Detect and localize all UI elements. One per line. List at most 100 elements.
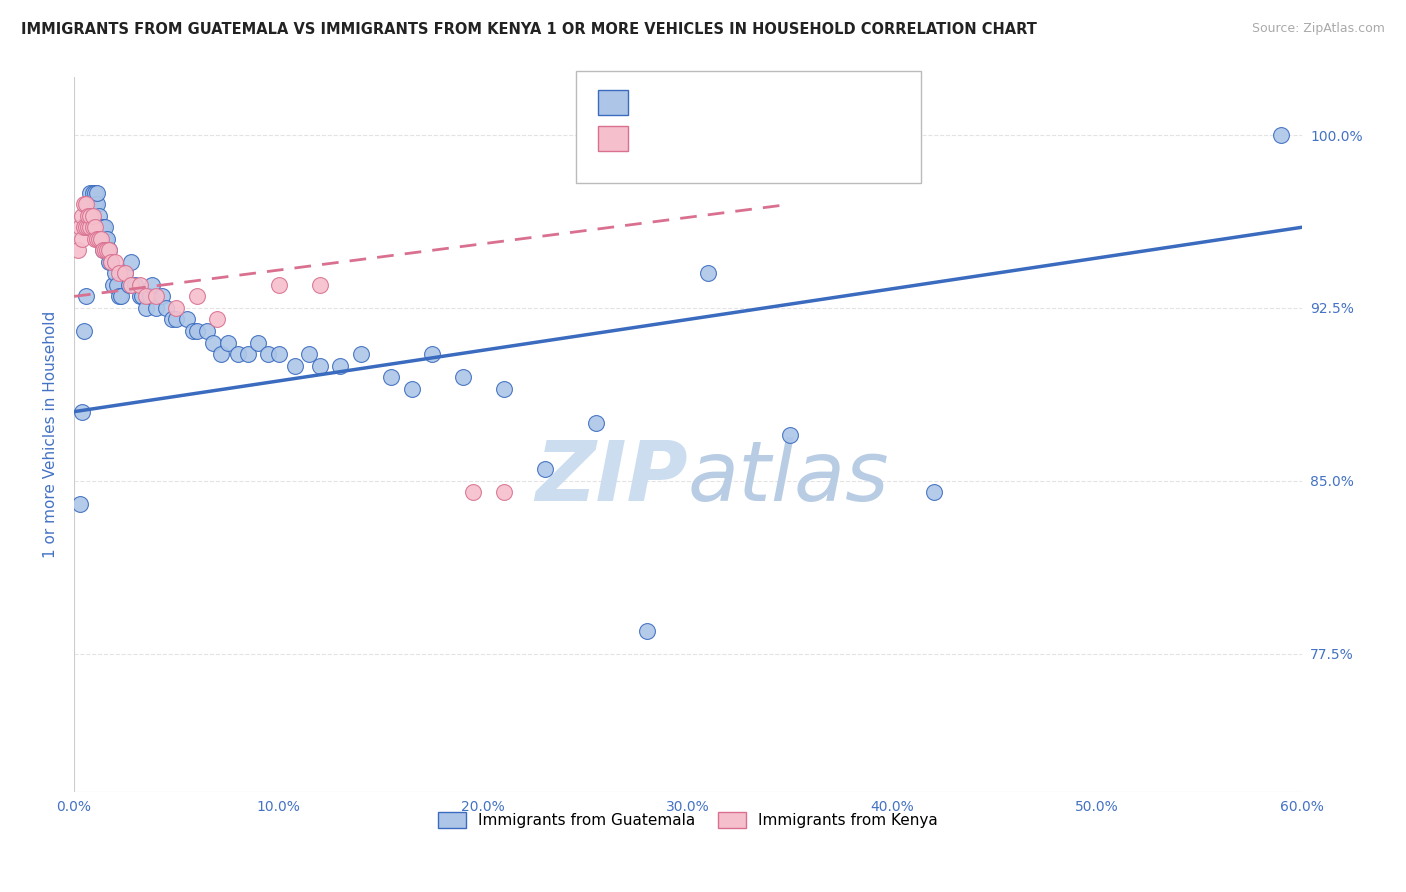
Point — [114, 266, 136, 280]
Point — [636, 624, 658, 638]
Point — [90, 220, 112, 235]
Point — [79, 220, 101, 235]
Text: 0.270: 0.270 — [675, 94, 730, 112]
Point — [697, 266, 720, 280]
Point — [120, 277, 142, 292]
Point — [110, 289, 132, 303]
Point — [420, 347, 443, 361]
Point — [217, 335, 239, 350]
Point — [91, 220, 114, 235]
Point — [139, 289, 162, 303]
Point — [96, 244, 118, 258]
Point — [79, 186, 101, 200]
Point — [77, 209, 100, 223]
Point — [186, 289, 208, 303]
Point — [257, 347, 280, 361]
Point — [267, 277, 290, 292]
Point — [135, 289, 157, 303]
Point — [131, 289, 153, 303]
Point — [104, 266, 127, 280]
Text: ZIP: ZIP — [536, 437, 688, 518]
Point — [82, 209, 104, 223]
Point — [104, 255, 127, 269]
Point — [100, 255, 122, 269]
Point — [202, 335, 225, 350]
Point — [533, 462, 555, 476]
Point — [463, 485, 485, 500]
Point — [105, 277, 128, 292]
Point — [96, 232, 118, 246]
Text: atlas: atlas — [688, 437, 890, 518]
Point — [72, 232, 94, 246]
Point — [779, 427, 801, 442]
Point — [298, 347, 321, 361]
Point — [75, 197, 97, 211]
Point — [90, 232, 112, 246]
Point — [96, 244, 118, 258]
Point — [90, 232, 112, 246]
Point — [83, 232, 105, 246]
Point — [69, 220, 91, 235]
Point — [108, 289, 131, 303]
Point — [401, 382, 423, 396]
Point — [73, 220, 96, 235]
Text: N =: N = — [735, 129, 775, 147]
Point — [181, 324, 204, 338]
Point — [87, 232, 110, 246]
Text: 38: 38 — [766, 129, 790, 147]
Point — [209, 347, 232, 361]
Point — [141, 277, 163, 292]
Point — [380, 370, 402, 384]
Text: R =: R = — [637, 129, 675, 147]
Point — [195, 324, 218, 338]
Point — [226, 347, 249, 361]
Point — [492, 382, 515, 396]
Point — [67, 244, 90, 258]
Text: Source: ZipAtlas.com: Source: ZipAtlas.com — [1251, 22, 1385, 36]
Point — [83, 186, 105, 200]
Text: N =: N = — [735, 94, 775, 112]
Point — [492, 485, 515, 500]
Point — [155, 301, 177, 315]
Point — [308, 359, 330, 373]
Point — [165, 301, 187, 315]
Point — [82, 220, 104, 235]
Point — [83, 220, 105, 235]
Point — [86, 197, 108, 211]
Point — [72, 209, 94, 223]
Point — [77, 197, 100, 211]
Point — [165, 312, 187, 326]
Point — [207, 312, 229, 326]
Point — [128, 277, 150, 292]
Point — [75, 220, 97, 235]
Point — [124, 277, 146, 292]
Point — [284, 359, 307, 373]
Point — [176, 312, 198, 326]
Point — [86, 186, 108, 200]
Text: R =: R = — [637, 94, 675, 112]
Point — [87, 209, 110, 223]
Text: IMMIGRANTS FROM GUATEMALA VS IMMIGRANTS FROM KENYA 1 OR MORE VEHICLES IN HOUSEHO: IMMIGRANTS FROM GUATEMALA VS IMMIGRANTS … — [21, 22, 1038, 37]
Point — [94, 244, 117, 258]
Point — [100, 255, 122, 269]
Point — [247, 335, 270, 350]
Point — [77, 220, 100, 235]
Point — [150, 289, 173, 303]
Point — [135, 301, 157, 315]
Point — [91, 244, 114, 258]
Point — [72, 404, 94, 418]
Point — [83, 197, 105, 211]
Point — [73, 324, 96, 338]
Point — [97, 244, 120, 258]
Point — [120, 255, 142, 269]
Point — [94, 232, 117, 246]
Point — [69, 497, 91, 511]
Point — [101, 277, 124, 292]
Point — [1270, 128, 1292, 142]
Point — [451, 370, 474, 384]
Y-axis label: 1 or more Vehicles in Household: 1 or more Vehicles in Household — [44, 311, 58, 558]
Point — [79, 209, 101, 223]
Point — [162, 312, 184, 326]
Point — [77, 220, 100, 235]
Point — [329, 359, 352, 373]
